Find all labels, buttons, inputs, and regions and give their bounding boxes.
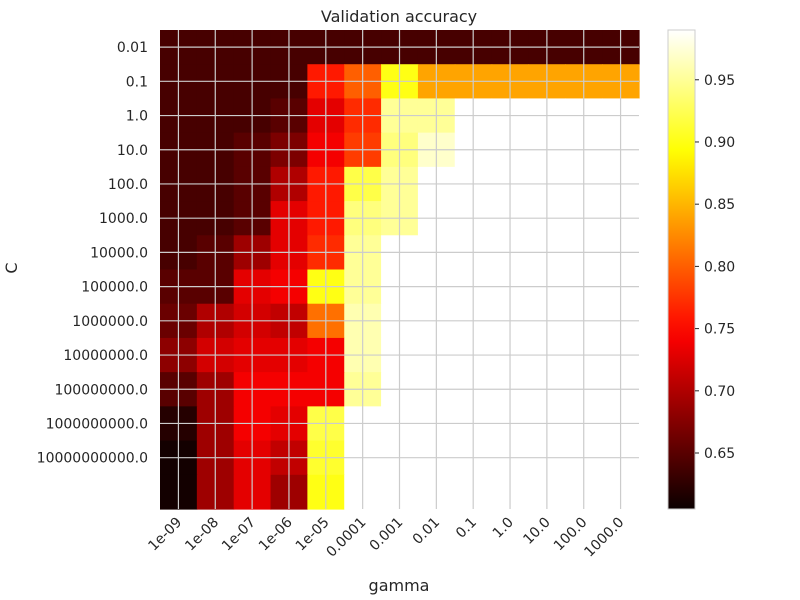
x-tick-label: 1e-06 bbox=[256, 514, 296, 554]
y-tick-label: 100.0 bbox=[108, 177, 148, 193]
x-tick-label: 0.1 bbox=[453, 515, 480, 542]
y-axis-label: C bbox=[2, 262, 21, 273]
y-tick-label: 1000000000.0 bbox=[46, 416, 148, 432]
colorbar-gradient bbox=[667, 29, 696, 510]
x-tick-label: 1000.0 bbox=[581, 515, 627, 561]
y-tick-label: 10000000000.0 bbox=[37, 451, 148, 467]
y-tick-label: 10000000.0 bbox=[63, 348, 148, 364]
y-tick-label: 100000000.0 bbox=[54, 382, 148, 398]
x-tick-label: 0.01 bbox=[410, 515, 443, 548]
x-tick-label: 0.0001 bbox=[324, 515, 370, 561]
chart-title: Validation accuracy bbox=[321, 7, 477, 26]
y-tick-label: 1.0 bbox=[126, 109, 148, 125]
colorbar-tick-label: 0.95 bbox=[704, 73, 735, 89]
y-tick-label: 10000.0 bbox=[90, 245, 148, 261]
x-tick-label: 0.001 bbox=[367, 515, 407, 555]
y-tick-label: 10.0 bbox=[117, 143, 148, 159]
colorbar: 0.65 0.70 0.75 0.80 0.85 0.90 0.95 bbox=[667, 29, 735, 510]
y-tick-label: 0.1 bbox=[126, 74, 148, 90]
x-tick-label: 1e-07 bbox=[219, 515, 259, 555]
heatmap-grid bbox=[160, 30, 639, 509]
colorbar-ticks: 0.65 0.70 0.75 0.80 0.85 0.90 0.95 bbox=[695, 73, 735, 462]
colorbar-tick-label: 0.65 bbox=[704, 446, 735, 462]
x-tick-label: 10.0 bbox=[520, 515, 553, 548]
y-tick-label: 1000.0 bbox=[99, 211, 148, 227]
x-tick-label: 1.0 bbox=[490, 515, 517, 542]
colorbar-tick-label: 0.90 bbox=[704, 135, 735, 151]
colorbar-tick-label: 0.70 bbox=[704, 384, 735, 400]
y-tick-label: 1000000.0 bbox=[72, 314, 148, 330]
y-tick-label: 100000.0 bbox=[81, 280, 148, 296]
colorbar-tick-label: 0.85 bbox=[704, 197, 735, 213]
x-tick-label: 1e-08 bbox=[182, 515, 222, 555]
y-tick-labels: 0.01 0.1 1.0 10.0 100.0 1000.0 10000.0 100000.0… bbox=[37, 40, 148, 467]
x-tick-label: 1e-09 bbox=[145, 515, 185, 555]
colorbar-tick-label: 0.80 bbox=[704, 259, 735, 275]
y-tick-label: 0.01 bbox=[117, 40, 148, 56]
x-axis-label: gamma bbox=[369, 576, 430, 595]
colorbar-tick-label: 0.75 bbox=[704, 322, 735, 338]
